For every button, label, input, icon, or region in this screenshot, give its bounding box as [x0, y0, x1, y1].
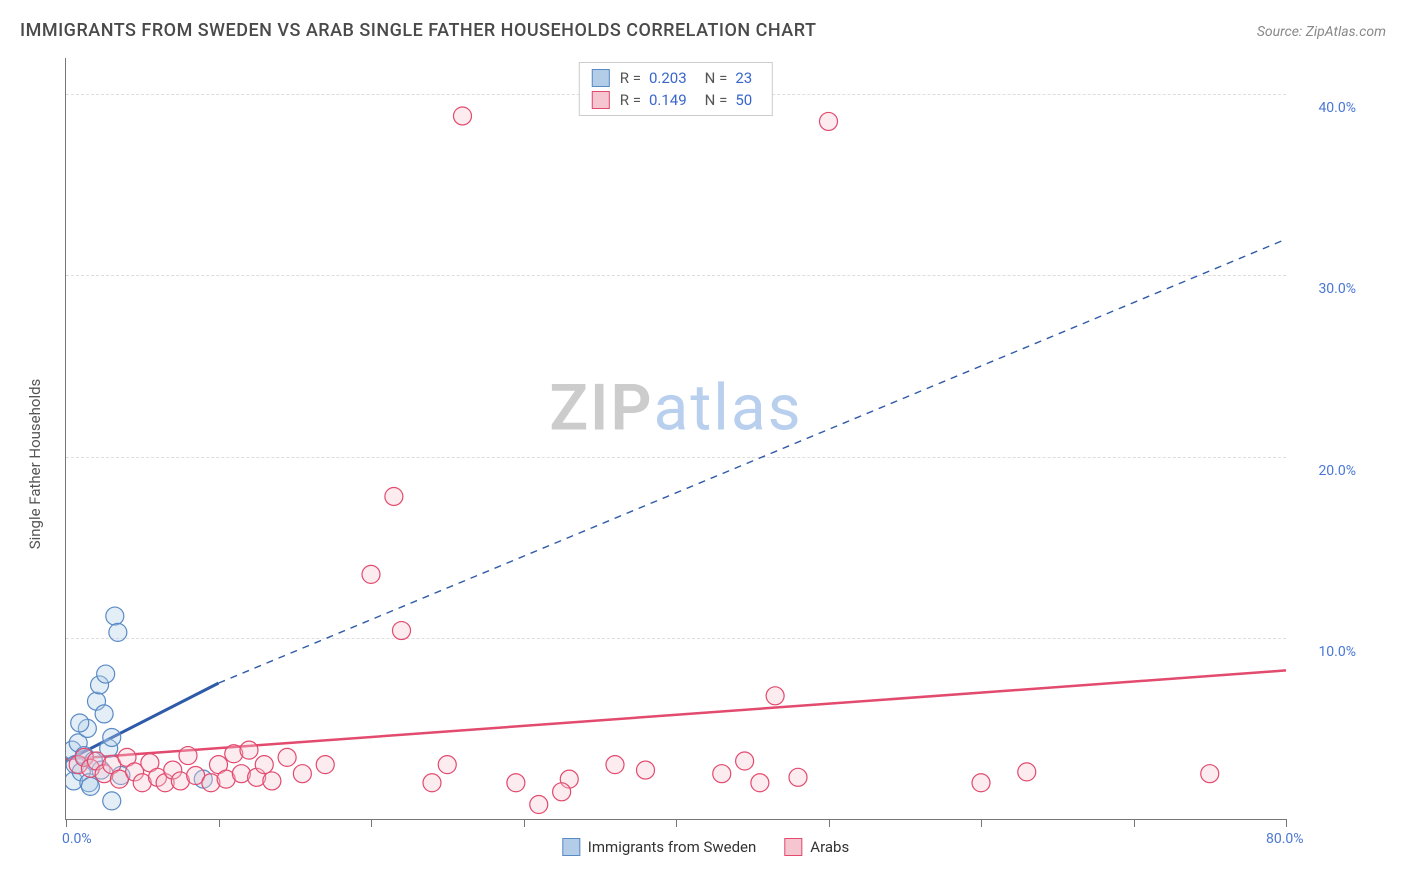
r-value-sweden: 0.203 — [649, 69, 687, 87]
n-label: N = — [705, 69, 728, 87]
legend-item-sweden: Immigrants from Sweden — [562, 838, 756, 856]
data-point-arabs — [423, 774, 441, 792]
series-legend: Immigrants from Sweden Arabs — [562, 838, 849, 856]
data-point-arabs — [637, 761, 655, 779]
swatch-icon — [592, 91, 610, 109]
swatch-icon — [592, 69, 610, 87]
x-tick — [981, 819, 982, 827]
x-tick — [1286, 819, 1287, 827]
data-point-arabs — [278, 748, 296, 766]
data-point-arabs — [972, 774, 990, 792]
x-tick-label: 80.0% — [1266, 831, 1304, 847]
x-tick — [219, 819, 220, 827]
data-point-arabs — [789, 768, 807, 786]
y-axis-title: Single Father Households — [26, 379, 44, 550]
data-point-sweden — [109, 623, 127, 641]
data-point-sweden — [106, 607, 124, 625]
x-tick — [371, 819, 372, 827]
n-value-arabs: 50 — [735, 91, 752, 109]
data-point-arabs — [240, 741, 258, 759]
data-point-arabs — [766, 687, 784, 705]
legend-row-sweden: R = 0.203 N = 23 — [592, 67, 760, 89]
data-point-arabs — [438, 756, 456, 774]
legend-item-arabs: Arabs — [784, 838, 849, 856]
data-point-arabs — [293, 765, 311, 783]
r-value-arabs: 0.149 — [649, 91, 687, 109]
n-label: N = — [705, 91, 728, 109]
chart-title: IMMIGRANTS FROM SWEDEN VS ARAB SINGLE FA… — [20, 20, 816, 41]
source-label: Source: — [1257, 24, 1306, 40]
source-credit: Source: ZipAtlas.com — [1257, 24, 1386, 40]
data-point-arabs — [1201, 765, 1219, 783]
n-value-sweden: 23 — [735, 69, 752, 87]
legend-label-sweden: Immigrants from Sweden — [588, 838, 756, 856]
data-point-arabs — [751, 774, 769, 792]
data-point-arabs — [454, 107, 472, 125]
y-tick-label: 20.0% — [1318, 463, 1356, 479]
x-tick-label: 0.0% — [62, 831, 92, 847]
swatch-icon — [562, 838, 580, 856]
data-point-arabs — [553, 783, 571, 801]
x-tick — [1134, 819, 1135, 827]
data-point-arabs — [820, 112, 838, 130]
x-tick — [66, 819, 67, 827]
plot-area: ZIPatlas R = 0.203 N = 23 R = 0.149 N = … — [65, 58, 1286, 820]
title-bar: IMMIGRANTS FROM SWEDEN VS ARAB SINGLE FA… — [20, 20, 1386, 41]
data-point-arabs — [1018, 763, 1036, 781]
data-point-sweden — [71, 714, 89, 732]
trend-line-dashed-sweden — [219, 239, 1287, 683]
data-point-arabs — [316, 756, 334, 774]
y-tick-label: 40.0% — [1318, 100, 1356, 116]
correlation-legend: R = 0.203 N = 23 R = 0.149 N = 50 — [579, 62, 773, 116]
r-label: R = — [620, 91, 641, 109]
data-point-sweden — [95, 705, 113, 723]
data-point-arabs — [606, 756, 624, 774]
data-point-arabs — [530, 796, 548, 814]
data-point-arabs — [736, 752, 754, 770]
data-point-arabs — [255, 756, 273, 774]
data-point-sweden — [97, 665, 115, 683]
data-point-arabs — [263, 772, 281, 790]
data-point-arabs — [393, 622, 411, 640]
x-tick — [829, 819, 830, 827]
data-point-sweden — [103, 792, 121, 810]
x-tick — [524, 819, 525, 827]
data-point-sweden — [81, 777, 99, 795]
source-name: ZipAtlas.com — [1306, 24, 1386, 40]
x-tick — [676, 819, 677, 827]
y-tick-label: 10.0% — [1318, 644, 1356, 660]
data-point-arabs — [507, 774, 525, 792]
data-point-arabs — [362, 565, 380, 583]
legend-row-arabs: R = 0.149 N = 50 — [592, 89, 760, 111]
data-point-arabs — [713, 765, 731, 783]
data-point-arabs — [179, 747, 197, 765]
scatter-svg — [66, 58, 1286, 819]
legend-label-arabs: Arabs — [810, 838, 849, 856]
data-point-arabs — [385, 487, 403, 505]
data-point-sweden — [103, 728, 121, 746]
swatch-icon — [784, 838, 802, 856]
r-label: R = — [620, 69, 641, 87]
chart-container: Single Father Households ZIPatlas R = 0.… — [45, 58, 1366, 870]
y-tick-label: 30.0% — [1318, 281, 1356, 297]
